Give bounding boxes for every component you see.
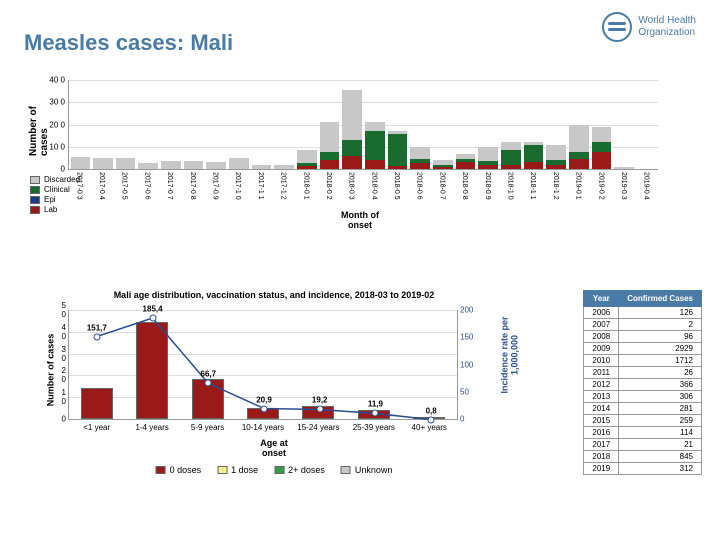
header: Measles cases: Mali World Health Organiz… xyxy=(0,0,720,56)
confirmed-cases-table: YearConfirmed Cases200612620072200896200… xyxy=(583,290,702,475)
table-row: 2013306 xyxy=(584,391,702,403)
bar-month xyxy=(546,145,566,169)
table-row: 2006126 xyxy=(584,307,702,319)
chart1-legend: DiscardedClinicalEpiLab xyxy=(30,175,80,215)
table-row: 2016114 xyxy=(584,427,702,439)
table-header: Year xyxy=(584,291,619,307)
bar-month xyxy=(342,90,362,169)
chart2-legend: 0 doses1 dose2+ dosesUnknown xyxy=(156,465,393,475)
incidence-point xyxy=(149,315,156,322)
bar-month xyxy=(478,147,498,170)
incidence-point xyxy=(428,416,435,423)
bar-month xyxy=(274,165,294,169)
bar-month xyxy=(614,167,634,169)
y-axis-label-left: Number of cases xyxy=(45,334,55,407)
page-title: Measles cases: Mali xyxy=(24,30,233,56)
bar-month xyxy=(388,131,408,169)
chart2-title: Mali age distribution, vaccination statu… xyxy=(34,290,514,300)
chart2-plot: 01 02 03 04 05 0050100150200<1 year1-4 y… xyxy=(68,310,458,420)
chart1-plot: 010 020 030 040 0 xyxy=(68,80,658,170)
bar-month xyxy=(410,147,430,170)
incidence-point xyxy=(205,380,212,387)
bar-month xyxy=(297,150,317,169)
who-icon xyxy=(602,12,632,42)
bar-month xyxy=(93,158,113,169)
incidence-point xyxy=(316,406,323,413)
table-row: 2018845 xyxy=(584,451,702,463)
bar-month xyxy=(592,127,612,169)
bar-month xyxy=(184,161,204,169)
bar-month xyxy=(433,160,453,169)
bar-month xyxy=(365,122,385,169)
bar-month xyxy=(252,165,272,170)
bar-age: <1 year xyxy=(81,388,113,419)
table-row: 20072 xyxy=(584,319,702,331)
chart-monthly-cases: Number ofcases 010 020 030 040 0 Discard… xyxy=(40,80,680,255)
bar-month xyxy=(71,157,91,169)
bar-month xyxy=(456,154,476,169)
bar-month xyxy=(116,158,136,169)
bar-month xyxy=(161,161,181,169)
bar-age: 1-4 years xyxy=(136,322,168,419)
table-row: 20092929 xyxy=(584,343,702,355)
table-row: 200896 xyxy=(584,331,702,343)
bar-month xyxy=(138,163,158,169)
bar-month xyxy=(206,162,226,169)
incidence-point xyxy=(261,405,268,412)
bar-month xyxy=(320,122,340,169)
incidence-point xyxy=(93,333,100,340)
table-row: 201721 xyxy=(584,439,702,451)
table-row: 20101712 xyxy=(584,355,702,367)
table-row: 2014281 xyxy=(584,403,702,415)
table-row: 2019312 xyxy=(584,463,702,475)
table-row: 201126 xyxy=(584,367,702,379)
bar-month xyxy=(501,142,521,169)
chart-age-distribution: Mali age distribution, vaccination statu… xyxy=(34,290,514,510)
incidence-point xyxy=(372,410,379,417)
table-header: Confirmed Cases xyxy=(619,291,702,307)
bar-month xyxy=(569,125,589,169)
bar-month xyxy=(229,158,249,169)
table-row: 2015259 xyxy=(584,415,702,427)
who-logo: World Health Organization xyxy=(602,12,696,42)
chart2-xlabel: Age atonset xyxy=(260,438,288,458)
table-row: 2012366 xyxy=(584,379,702,391)
y-axis-label-right: Incidence rate per1,000,000 xyxy=(499,316,519,393)
bar-month xyxy=(524,142,544,169)
